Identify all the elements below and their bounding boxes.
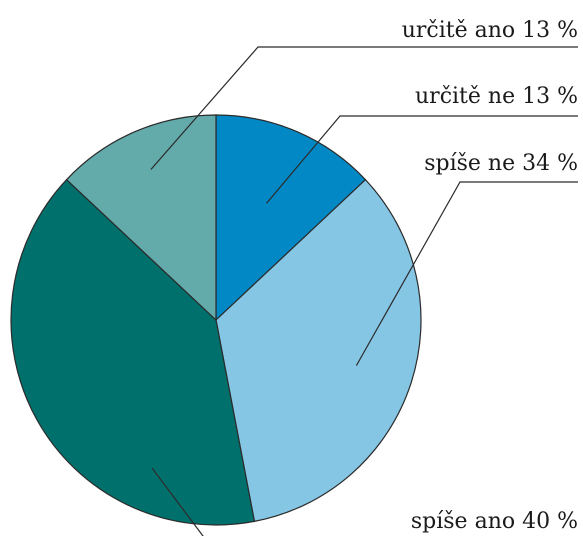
leader-line [151, 467, 204, 536]
slice-labels: určitě ne 13 % spíše ne 34 % spíše ano 40 … [402, 18, 578, 534]
pie-slice [65, 114, 217, 322]
slice-label: spíše ne 34 % [424, 151, 578, 176]
slice-label: spíše ano 40 % [411, 509, 578, 534]
pie-slice [215, 114, 367, 322]
leader-line [355, 181, 578, 366]
leader-lines [150, 46, 578, 536]
pie-slice [10, 178, 256, 526]
leader-line [150, 46, 578, 170]
slice-label: určitě ne 13 % [415, 84, 578, 109]
pie-slice [215, 178, 422, 523]
pie-slices [10, 114, 422, 526]
leader-line [266, 115, 578, 204]
slice-label: určitě ano 13 % [402, 18, 578, 43]
